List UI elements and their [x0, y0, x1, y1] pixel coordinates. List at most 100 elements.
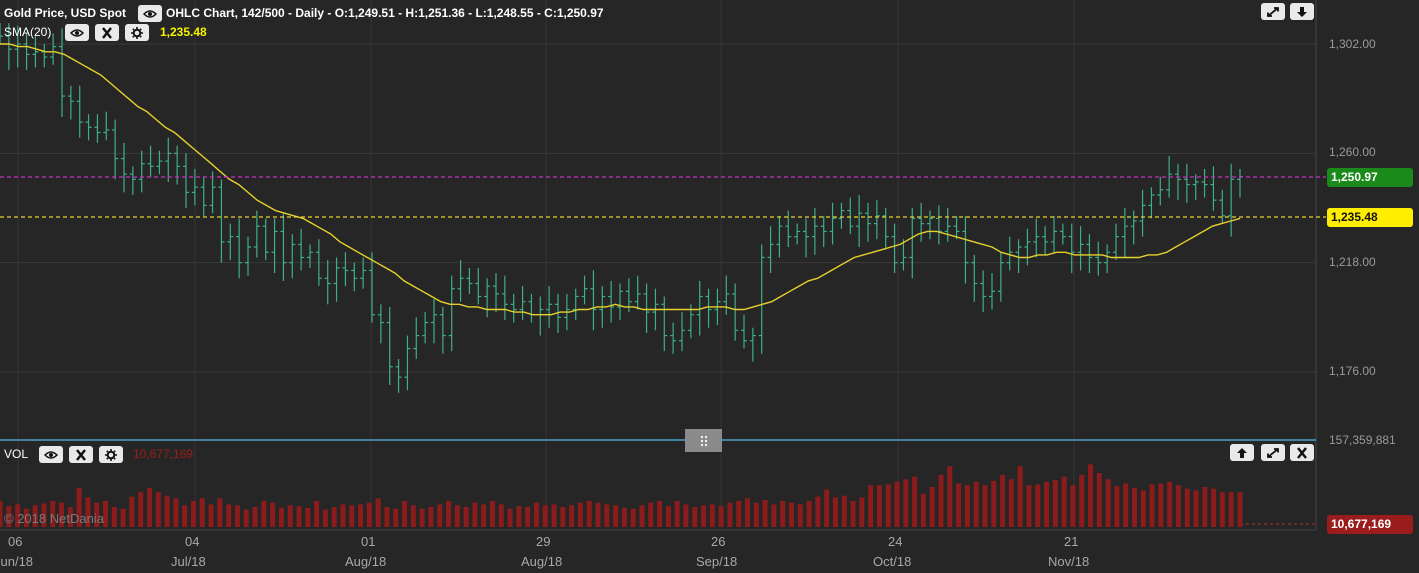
move-pane-up-button[interactable]: [1230, 444, 1254, 461]
ohlc-bar: [1042, 226, 1049, 255]
volume-bar: [1044, 481, 1050, 527]
volume-bar: [824, 489, 830, 527]
volume-bar: [67, 506, 73, 527]
download-button[interactable]: [1290, 3, 1314, 20]
ohlc-bar: [183, 153, 189, 208]
up-arrow-icon: [1237, 447, 1247, 458]
volume-close-button[interactable]: [1290, 444, 1314, 461]
ohlc-bar: [262, 218, 269, 261]
ohlc-bar: [1077, 226, 1084, 271]
volume-value: 10,677,169: [133, 447, 194, 461]
eye-button[interactable]: [138, 5, 162, 22]
volume-bar: [815, 496, 821, 527]
ohlc-bar: [298, 228, 305, 271]
pane-resize-handle[interactable]: [685, 429, 722, 452]
volume-expand-button[interactable]: [1261, 444, 1285, 461]
volume-bar: [120, 508, 126, 527]
ohlc-bar: [484, 278, 491, 318]
volume-bar: [850, 500, 856, 527]
volume-bar: [305, 507, 311, 527]
ohlc-bar: [865, 202, 871, 242]
volume-bar: [103, 500, 109, 527]
ohlc-bar: [0, 23, 3, 44]
ohlc-bar: [501, 275, 508, 320]
ohlc-bar: [581, 275, 588, 305]
volume-bar: [164, 495, 170, 527]
volume-bar: [956, 483, 962, 527]
volume-bar: [1087, 464, 1093, 527]
ohlc-bar: [112, 119, 119, 180]
volume-remove-button[interactable]: [69, 446, 93, 463]
volume-bar: [50, 500, 56, 527]
ohlc-bar: [448, 275, 455, 352]
volume-bar: [736, 500, 742, 527]
ohlc-bar: [847, 197, 854, 235]
ohlc-bar: [546, 286, 553, 328]
volume-bar: [674, 500, 680, 527]
volume-bar: [349, 505, 355, 527]
ohlc-bar: [67, 85, 74, 120]
volume-bar: [1070, 485, 1076, 527]
close-icon: [102, 26, 112, 39]
ohlc-bar: [156, 150, 163, 175]
volume-bar: [692, 506, 698, 527]
ohlc-bar: [253, 210, 260, 258]
volume-bar: [138, 492, 144, 527]
ohlc-bar: [1024, 228, 1031, 266]
ohlc-bar: [475, 267, 482, 305]
volume-settings-button[interactable]: [99, 446, 123, 463]
volume-bar: [1140, 490, 1146, 527]
ohlc-bar: [351, 262, 358, 292]
volume-bar: [199, 498, 205, 527]
sma-eye-button[interactable]: [65, 24, 89, 41]
volume-bar: [586, 500, 592, 527]
ohlc-bar: [679, 312, 685, 352]
ohlc-bar: [395, 358, 402, 393]
volume-bar: [1026, 485, 1032, 527]
volume-bar: [234, 505, 240, 527]
volume-bar: [437, 504, 443, 527]
date-day: 04: [185, 534, 200, 549]
volume-bar: [876, 485, 882, 527]
ohlc-bar: [803, 218, 809, 258]
price-tick: 1,218.00: [1329, 255, 1376, 269]
volume-bar: [481, 504, 487, 527]
ohlc-bar: [670, 322, 677, 354]
volume-bar: [525, 506, 531, 527]
volume-bars: [0, 464, 1243, 527]
ohlc-bar: [962, 215, 969, 284]
volume-bar: [859, 497, 865, 527]
expand-icon: [1267, 6, 1279, 17]
volume-bar: [261, 500, 267, 527]
ohlc-bar: [705, 288, 712, 328]
ohlc-bar: [1219, 189, 1226, 224]
volume-bar: [94, 502, 100, 527]
volume-bar: [973, 481, 979, 527]
ohlc-bar: [1192, 174, 1199, 201]
ohlc-bar: [360, 257, 367, 289]
volume-bar: [982, 485, 988, 527]
ohlc-bar: [493, 273, 499, 313]
volume-bar: [489, 500, 495, 527]
date-month: Sep/18: [696, 554, 738, 569]
volume-bar: [894, 481, 900, 527]
sma-remove-button[interactable]: [95, 24, 119, 41]
expand-button[interactable]: [1261, 3, 1285, 20]
close-icon: [1297, 446, 1307, 459]
ohlc-bar: [369, 252, 375, 323]
volume-eye-button[interactable]: [39, 446, 63, 463]
volume-bar: [410, 505, 416, 527]
sma-settings-button[interactable]: [125, 24, 149, 41]
volume-bar: [287, 505, 293, 527]
volume-bar: [111, 506, 117, 527]
volume-bar: [384, 506, 390, 527]
volume-bar: [6, 506, 12, 527]
ohlc-bar: [820, 215, 827, 248]
volume-bar: [841, 495, 847, 527]
volume-bar: [1000, 474, 1006, 527]
date-month: Oct/18: [873, 554, 912, 569]
instrument-title: Gold Price, USD Spot: [4, 6, 127, 20]
ohlc-bar: [953, 215, 960, 240]
ohlc-bar: [1183, 163, 1190, 203]
